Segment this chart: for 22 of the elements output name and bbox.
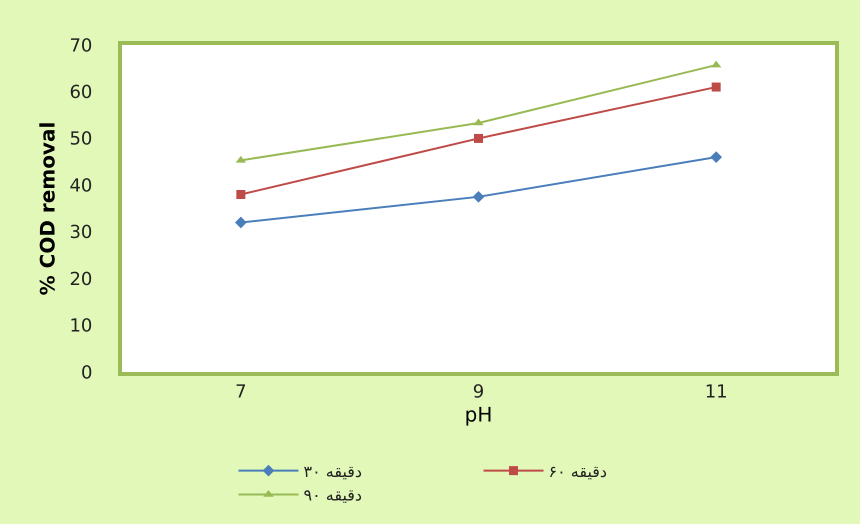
x-tick-label: 9 bbox=[472, 382, 484, 403]
point bbox=[236, 190, 246, 199]
y-tick-label: 0 bbox=[80, 362, 92, 384]
y-tick-label: 70 bbox=[69, 35, 92, 56]
point bbox=[474, 134, 483, 143]
y-tick-label: 40 bbox=[69, 175, 92, 196]
x-axis-title: pH bbox=[464, 402, 492, 427]
y-axis-title: % COD removal bbox=[35, 122, 60, 296]
y-tick-label: 60 bbox=[69, 82, 92, 104]
point bbox=[712, 82, 721, 92]
legend-label: ۶۰ دقیقه bbox=[548, 462, 608, 481]
y-tick-label: 50 bbox=[69, 128, 92, 150]
y-tick-label: 20 bbox=[69, 268, 92, 290]
point bbox=[234, 216, 247, 228]
point bbox=[472, 190, 484, 203]
point bbox=[710, 151, 722, 163]
legend-label: ۹۰ دقیقه bbox=[304, 486, 362, 505]
y-tick-label: 30 bbox=[69, 222, 92, 244]
legend-label: ۳۰ دقیقه bbox=[304, 462, 362, 481]
y-tick-label: 10 bbox=[69, 316, 92, 337]
x-tick-label: 11 bbox=[704, 382, 728, 403]
x-tick-label: 7 bbox=[235, 382, 247, 403]
